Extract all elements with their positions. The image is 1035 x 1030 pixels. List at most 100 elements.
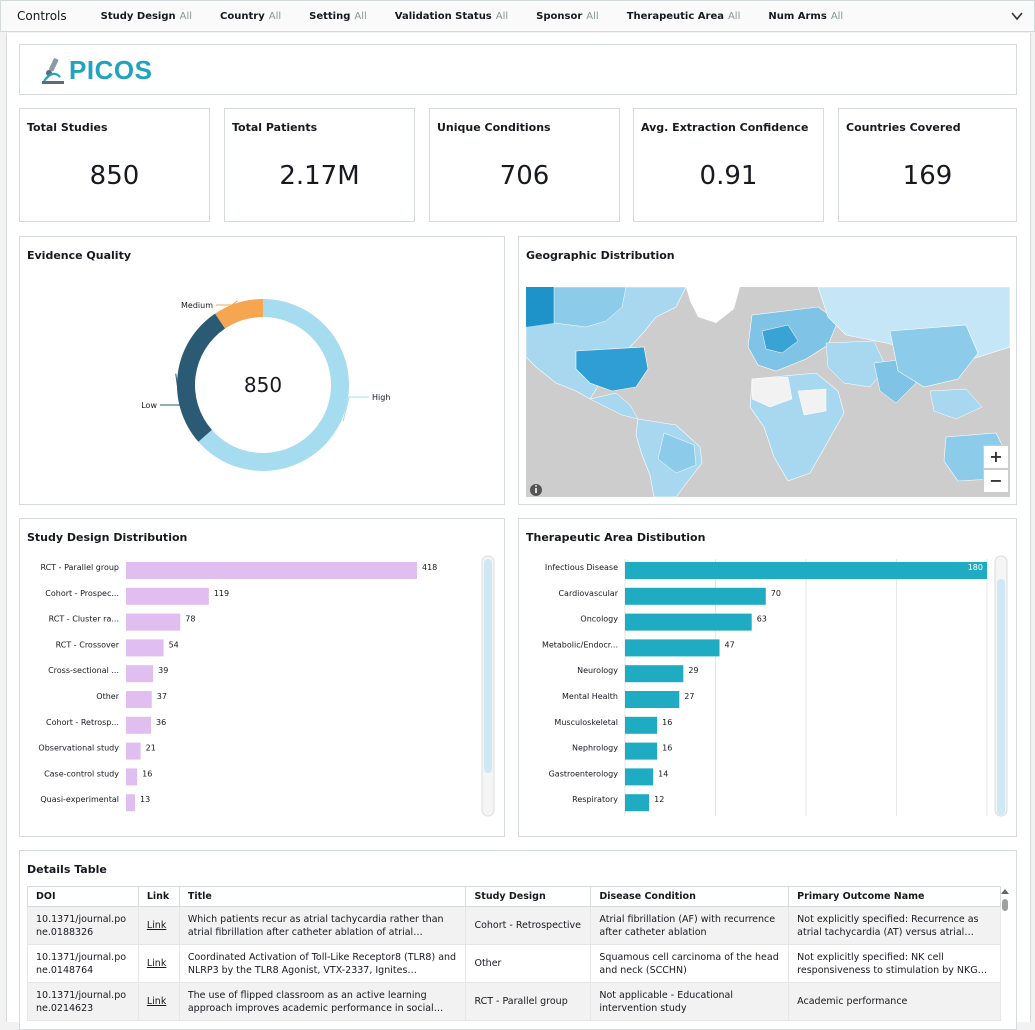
filter-num-arms[interactable]: Num Arms All xyxy=(768,11,843,22)
bar[interactable] xyxy=(625,587,766,605)
bar[interactable] xyxy=(126,768,138,786)
bar-category-label: Case-control study xyxy=(44,769,119,778)
world-map[interactable] xyxy=(526,287,1010,497)
geographic-distribution-title: Geographic Distribution xyxy=(526,249,675,262)
outcome-text: Not explicitly specified: NK cell respon… xyxy=(797,951,991,976)
filter-value: All xyxy=(727,10,741,22)
filter-sponsor[interactable]: Sponsor All xyxy=(536,11,599,22)
bar[interactable] xyxy=(126,665,154,683)
bar[interactable] xyxy=(126,613,181,631)
column-header-title[interactable]: Title xyxy=(178,886,467,907)
column-header-doi[interactable]: DOI xyxy=(27,886,139,907)
title-text: The use of flipped classroom as an activ… xyxy=(187,989,434,1014)
donut-slice-low[interactable] xyxy=(176,313,226,442)
bar-category-label: Metabolic/Endocr... xyxy=(542,640,618,649)
kpi-unique-conditions: Unique Conditions 706 xyxy=(429,108,620,222)
study-link[interactable]: Link xyxy=(146,958,167,969)
therapeutic-area-chart: Infectious Disease 180 Cardiovascular 70 Onc… xyxy=(542,555,1008,817)
bar-category-label: Cohort - Prospec... xyxy=(45,589,119,598)
bar[interactable] xyxy=(625,665,684,683)
bar-category-label: Cross-sectional ... xyxy=(48,666,119,675)
controls-title[interactable]: Controls xyxy=(17,9,67,23)
table-scrollbar[interactable] xyxy=(1000,887,1010,1017)
column-header-link[interactable]: Link xyxy=(137,886,180,907)
bar[interactable] xyxy=(625,613,752,631)
bar[interactable] xyxy=(126,639,164,657)
bar[interactable] xyxy=(126,691,152,708)
bar[interactable] xyxy=(126,716,152,734)
bar-value-label: 27 xyxy=(684,692,694,701)
bar-value-label: 36 xyxy=(156,718,166,727)
bar[interactable] xyxy=(625,639,720,657)
bar[interactable] xyxy=(126,562,417,579)
bar-category-label: Neurology xyxy=(577,666,618,675)
cell-design: Other xyxy=(465,944,592,983)
cell-condition: Not applicable - Educational interventio… xyxy=(590,982,790,1021)
study-link[interactable]: Link xyxy=(146,996,167,1007)
bar-category-label: Other xyxy=(96,692,119,701)
map-zoom-out-button[interactable]: − xyxy=(983,469,1009,493)
bar[interactable] xyxy=(126,587,209,605)
doi-text: 10.1371/journal.pone.0188326 xyxy=(36,913,127,938)
column-header-study-design[interactable]: Study Design xyxy=(465,886,592,907)
donut-leader-line xyxy=(342,396,369,422)
bar[interactable] xyxy=(625,794,650,812)
bar-value-label: 14 xyxy=(658,769,668,778)
bar[interactable] xyxy=(126,742,141,760)
chart-scrollbar-thumb[interactable] xyxy=(997,579,1005,815)
filter-value: All xyxy=(830,10,844,22)
bar-category-label: RCT - Crossover xyxy=(56,640,120,649)
table-row: 10.1371/journal.pone.0148764 Link Coordi… xyxy=(27,944,1001,983)
condition-text: Atrial fibrillation (AF) with recurrence… xyxy=(599,913,776,938)
kpi-value: 706 xyxy=(499,161,550,191)
kpi-title: Avg. Extraction Confidence xyxy=(641,121,809,134)
bar-value-label: 21 xyxy=(146,744,156,753)
filter-country[interactable]: Country All xyxy=(220,11,281,22)
filter-therapeutic-area[interactable]: Therapeutic Area All xyxy=(627,11,741,22)
bar[interactable] xyxy=(625,716,658,734)
map-zoom-in-button[interactable]: + xyxy=(983,445,1009,469)
cell-doi: 10.1371/journal.pone.0214623 xyxy=(27,982,139,1021)
filter-label: Setting xyxy=(309,10,351,22)
doi-text: 10.1371/journal.pone.0148764 xyxy=(36,951,127,976)
geographic-distribution-card: Geographic Distribution xyxy=(518,236,1017,505)
study-design-title: Study Design Distribution xyxy=(27,531,188,544)
bar-value-label: 47 xyxy=(725,640,735,649)
chart-scrollbar-thumb[interactable] xyxy=(484,559,492,773)
bar[interactable] xyxy=(625,562,987,579)
evidence-quality-chart: High Low Medium 850 xyxy=(141,299,390,471)
filter-value: All xyxy=(495,10,509,22)
bar-value-label: 29 xyxy=(688,666,698,675)
cell-title: The use of flipped classroom as an activ… xyxy=(178,982,467,1021)
bar[interactable] xyxy=(625,742,658,760)
cell-outcome: Academic performance xyxy=(788,982,1001,1021)
chevron-down-icon[interactable] xyxy=(1010,9,1024,23)
bar[interactable] xyxy=(625,691,680,708)
bar[interactable] xyxy=(625,768,654,786)
filter-validation-status[interactable]: Validation Status All xyxy=(395,11,508,22)
filter-setting[interactable]: Setting All xyxy=(309,11,367,22)
column-header-primary-outcome[interactable]: Primary Outcome Name xyxy=(788,886,1001,907)
table-header-row: DOI Link Title Study Design Disease Cond… xyxy=(27,886,1001,907)
study-link[interactable]: Link xyxy=(146,920,167,931)
info-icon[interactable] xyxy=(530,484,542,496)
bar-value-label: 16 xyxy=(662,744,672,753)
bar-category-label: Gastroenterology xyxy=(549,769,619,778)
bar-category-label: Infectious Disease xyxy=(545,563,618,572)
filter-label: Country xyxy=(220,10,265,22)
cell-title: Which patients recur as atrial tachycard… xyxy=(178,906,467,945)
donut-slice-medium[interactable] xyxy=(215,299,263,329)
filter-value: All xyxy=(586,10,599,22)
title-text: Which patients recur as atrial tachycard… xyxy=(187,913,444,938)
filter-value: All xyxy=(179,10,193,22)
column-header-disease-condition[interactable]: Disease Condition xyxy=(590,886,790,907)
bar[interactable] xyxy=(126,794,136,812)
bar-category-label: Musculoskeletal xyxy=(554,718,618,727)
cell-outcome: Not explicitly specified: Recurrence as … xyxy=(788,906,1001,945)
filter-study-design[interactable]: Study Design All xyxy=(101,11,192,22)
bar-value-label: 16 xyxy=(142,769,152,778)
filter-value: All xyxy=(268,10,282,22)
donut-slice-high[interactable] xyxy=(198,299,349,471)
cell-link: Link xyxy=(137,982,180,1021)
dashboard-page: PICOS Total Studies 850 Total Patients 2… xyxy=(6,33,1031,1030)
